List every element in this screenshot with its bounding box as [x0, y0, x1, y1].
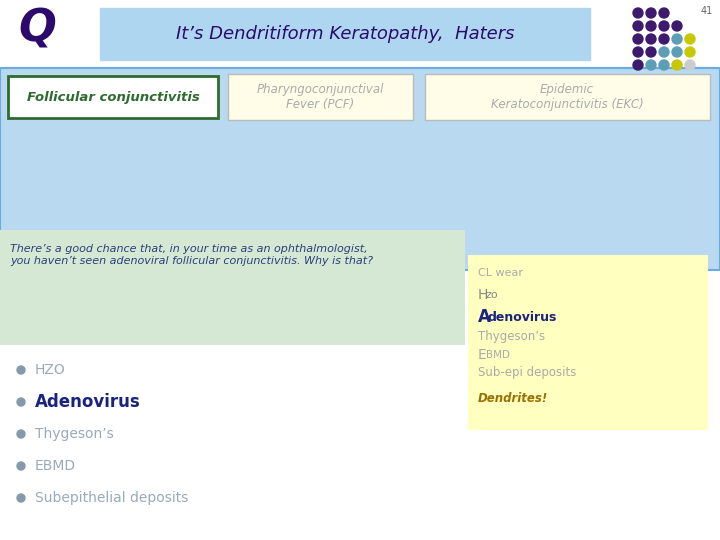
Circle shape: [685, 47, 695, 57]
Circle shape: [633, 21, 643, 31]
Text: denovirus: denovirus: [488, 311, 557, 324]
Text: 41: 41: [701, 6, 713, 16]
Text: HZO: HZO: [35, 363, 66, 377]
Text: E: E: [478, 348, 487, 362]
Circle shape: [672, 60, 682, 70]
Text: CL wear: CL wear: [478, 268, 523, 278]
Circle shape: [633, 34, 643, 44]
Circle shape: [659, 8, 669, 18]
Bar: [0, 68, 720, 270]
Bar: [468, 255, 708, 430]
Text: It’s Dendritiform Keratopathy,  Haters: It’s Dendritiform Keratopathy, Haters: [176, 25, 514, 43]
Circle shape: [17, 398, 25, 406]
Circle shape: [17, 462, 25, 470]
Circle shape: [633, 8, 643, 18]
Circle shape: [659, 34, 669, 44]
Circle shape: [685, 60, 695, 70]
Text: H: H: [478, 288, 488, 302]
Text: Adenovirus: Adenovirus: [35, 393, 140, 411]
Circle shape: [672, 47, 682, 57]
Text: Pharyngoconjunctival
Fever (PCF): Pharyngoconjunctival Fever (PCF): [256, 83, 384, 111]
Bar: [0, 230, 465, 345]
Text: BMD: BMD: [486, 350, 510, 360]
Text: EBMD: EBMD: [35, 459, 76, 473]
Circle shape: [646, 47, 656, 57]
Text: There’s a good chance that, in your time as an ophthalmologist,
you haven’t seen: There’s a good chance that, in your time…: [10, 244, 373, 266]
Circle shape: [659, 47, 669, 57]
Bar: [228, 74, 413, 120]
Circle shape: [659, 60, 669, 70]
Circle shape: [646, 60, 656, 70]
Text: Sub-epi deposits: Sub-epi deposits: [478, 366, 577, 379]
Text: zo: zo: [486, 290, 499, 300]
Text: Epidemic
Keratoconjunctivitis (EKC): Epidemic Keratoconjunctivitis (EKC): [490, 83, 644, 111]
Text: Follicular conjunctivitis: Follicular conjunctivitis: [27, 91, 199, 104]
Text: A: A: [478, 308, 491, 326]
Circle shape: [646, 34, 656, 44]
Text: Thygeson’s: Thygeson’s: [478, 330, 545, 343]
Text: Thygeson’s: Thygeson’s: [35, 427, 114, 441]
Bar: [8, 76, 218, 118]
Bar: [100, 8, 590, 60]
Circle shape: [672, 34, 682, 44]
Text: Subepithelial deposits: Subepithelial deposits: [35, 491, 189, 505]
Circle shape: [17, 430, 25, 438]
Text: Q: Q: [18, 8, 56, 51]
Circle shape: [17, 494, 25, 502]
Circle shape: [633, 60, 643, 70]
Circle shape: [685, 34, 695, 44]
Circle shape: [646, 8, 656, 18]
Circle shape: [646, 21, 656, 31]
Circle shape: [672, 21, 682, 31]
Bar: [425, 74, 710, 120]
Circle shape: [17, 366, 25, 374]
Circle shape: [659, 21, 669, 31]
Circle shape: [633, 47, 643, 57]
Text: Dendrites!: Dendrites!: [478, 392, 548, 405]
